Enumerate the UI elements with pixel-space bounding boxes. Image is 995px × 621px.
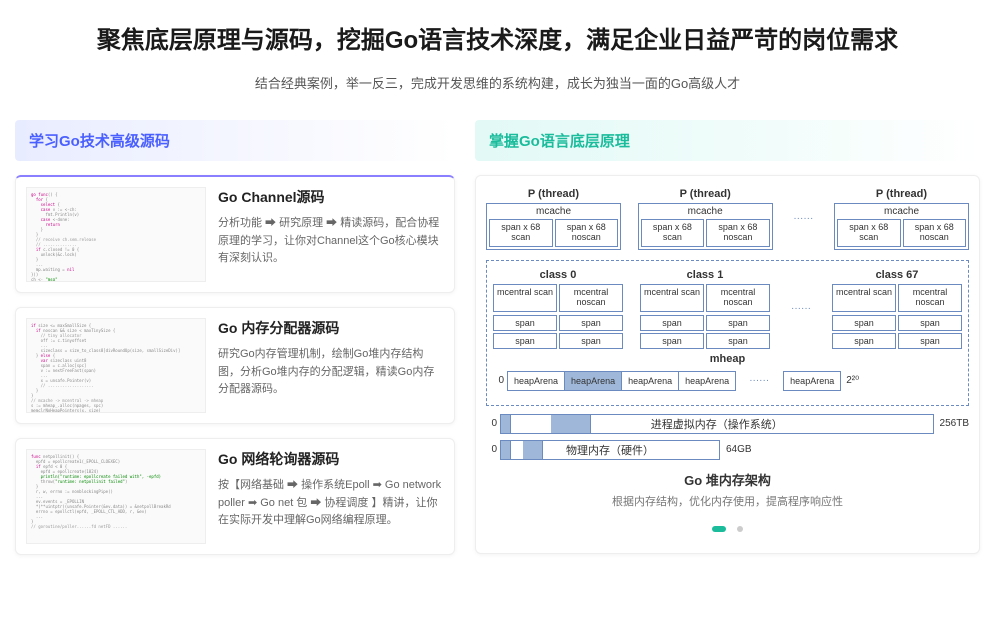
code-thumbnail: func netpollinit() { epfd = epollcreate1… (26, 449, 206, 544)
class-block: class 0 mcentral scan mcentral noscan sp… (493, 269, 623, 349)
arena-cell: heapArena (678, 371, 736, 391)
vm-label: 进程虚拟内存（操作系统） (651, 416, 783, 432)
class-label: class 0 (493, 269, 623, 281)
class-label: class 67 (832, 269, 962, 281)
diagram-subtitle: 根据内存结构，优化内存使用，提高程序响应性 (486, 493, 969, 509)
class-label: class 1 (640, 269, 770, 281)
span-box: span (832, 333, 896, 349)
mcentral-cell: mcentral noscan (559, 284, 623, 312)
source-card: func netpollinit() { epfd = epollcreate1… (15, 438, 455, 555)
class-block: class 1 mcentral scan mcentral noscan sp… (640, 269, 770, 349)
memory-diagram: P (thread) mcache span x 68 scan span x … (475, 175, 980, 554)
span-cell: span x 68 scan (489, 219, 553, 247)
span-cell: span x 68 scan (641, 219, 705, 247)
mcentral-cell: mcentral scan (832, 284, 896, 312)
code-thumbnail: go func() { for { select { case v := <-c… (26, 187, 206, 282)
arena-cell: heapArena (621, 371, 679, 391)
mcentral-cell: mcentral scan (640, 284, 704, 312)
p-thread-block: P (thread) mcache span x 68 scan span x … (834, 188, 969, 250)
pager-dot[interactable] (737, 526, 743, 532)
mcentral-cell: mcentral noscan (706, 284, 770, 312)
carousel-pager (486, 519, 969, 537)
diagram-title: Go 堆内存架构 (486, 470, 969, 489)
arena-cell: heapArena (783, 371, 841, 391)
ellipsis: ······ (735, 375, 783, 386)
span-cell: span x 68 noscan (903, 219, 967, 247)
mcache-label: mcache (837, 206, 966, 217)
mheap-label: mheap (493, 353, 962, 365)
mcentral-cell: mcentral noscan (898, 284, 962, 312)
source-card: go func() { for { select { case v := <-c… (15, 175, 455, 293)
vm-bar: 0 进程虚拟内存（操作系统） 256TB (486, 414, 969, 434)
pm-label: 物理内存（硬件） (566, 442, 654, 458)
mcentral-cell: mcentral scan (493, 284, 557, 312)
pager-dot-active[interactable] (712, 526, 726, 532)
row-end: 2²⁰ (840, 375, 859, 386)
p-thread-block: P (thread) mcache span x 68 scan span x … (638, 188, 773, 250)
p-label: P (thread) (486, 188, 621, 200)
span-box: span (898, 333, 962, 349)
arena-cell-selected: heapArena (564, 371, 622, 391)
card-title: Go 网络轮询器源码 (218, 449, 444, 469)
span-box: span (706, 315, 770, 331)
span-cell: span x 68 scan (837, 219, 901, 247)
pm-bar: 0 物理内存（硬件） 64GB (486, 440, 969, 460)
vm-size: 256TB (934, 418, 969, 429)
span-box: span (493, 315, 557, 331)
card-desc: 研究Go内存管理机制，绘制Go堆内存结构图，分析Go堆内存的分配逻辑，精读Go内… (218, 346, 444, 399)
arena-cell: heapArena (507, 371, 565, 391)
span-box: span (832, 315, 896, 331)
row-start: 0 (493, 375, 507, 386)
right-section-heading: 掌握Go语言底层原理 (475, 120, 980, 161)
row-start: 0 (486, 444, 500, 455)
card-title: Go 内存分配器源码 (218, 318, 444, 338)
span-box: span (493, 333, 557, 349)
card-desc: 分析功能 ➡ 研究原理 ➡ 精读源码，配合协程原理的学习，让你对Channel这… (218, 215, 444, 268)
span-box: span (706, 333, 770, 349)
ellipsis: ······ (789, 213, 817, 224)
code-thumbnail: if size <= maxSmallSize { if noscan && s… (26, 318, 206, 413)
span-cell: span x 68 noscan (706, 219, 770, 247)
mheap-container: class 0 mcentral scan mcentral noscan sp… (486, 260, 969, 406)
p-thread-block: P (thread) mcache span x 68 scan span x … (486, 188, 621, 250)
row-start: 0 (486, 418, 500, 429)
span-box: span (559, 333, 623, 349)
mcache-label: mcache (641, 206, 770, 217)
source-card: if size <= maxSmallSize { if noscan && s… (15, 307, 455, 424)
span-cell: span x 68 noscan (555, 219, 619, 247)
card-title: Go Channel源码 (218, 187, 444, 207)
mcache-label: mcache (489, 206, 618, 217)
class-block: class 67 mcentral scan mcentral noscan s… (832, 269, 962, 349)
span-box: span (640, 333, 704, 349)
page-title: 聚焦底层原理与源码，挖掘Go语言技术深度，满足企业日益严苛的岗位需求 (15, 20, 980, 55)
page-subtitle: 结合经典案例，举一反三，完成开发思维的系统构建，成长为独当一面的Go高级人才 (15, 73, 980, 92)
p-label: P (thread) (638, 188, 773, 200)
pm-size: 64GB (720, 444, 752, 455)
left-section-heading: 学习Go技术高级源码 (15, 120, 455, 161)
heap-arena-row: 0 heapArena heapArena heapArena heapAren… (493, 371, 962, 391)
span-box: span (640, 315, 704, 331)
card-desc: 按【网络基础 ➡ 操作系统Epoll ➡ Go network poller ➡… (218, 477, 444, 530)
span-box: span (898, 315, 962, 331)
span-box: span (559, 315, 623, 331)
ellipsis: ······ (787, 303, 815, 314)
p-label: P (thread) (834, 188, 969, 200)
